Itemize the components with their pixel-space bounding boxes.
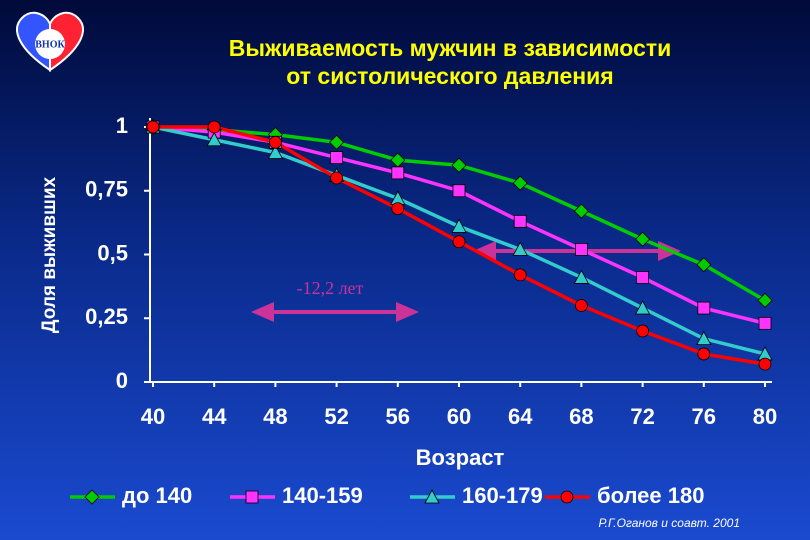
x-tick-label: 80 (753, 404, 777, 429)
marker (636, 324, 649, 338)
marker (391, 202, 405, 216)
marker (206, 131, 222, 147)
marker (512, 175, 528, 191)
marker (757, 292, 773, 308)
marker (575, 299, 588, 312)
annotation: -12,2 лет (297, 278, 364, 298)
x-tick-label: 60 (447, 404, 471, 429)
marker (452, 184, 466, 198)
legend-marker (245, 490, 259, 504)
marker (697, 347, 711, 361)
x-tick-label: 40 (141, 404, 165, 429)
legend-marker (84, 489, 100, 505)
legend-label: 160-179 (462, 483, 543, 508)
marker (697, 301, 711, 315)
marker (513, 268, 527, 282)
legend-label: до 140 (122, 483, 192, 508)
legend-marker (424, 489, 440, 504)
marker (573, 203, 589, 219)
marker (268, 135, 282, 149)
marker (391, 166, 405, 180)
marker (758, 316, 772, 330)
marker (696, 330, 712, 346)
y-tick-label: 1 (116, 113, 128, 138)
chart-title: от систолического давления (286, 63, 613, 89)
marker (451, 157, 467, 173)
marker (575, 242, 588, 256)
legend-label: более 180 (597, 483, 704, 508)
x-tick-label: 52 (324, 404, 348, 429)
marker (634, 300, 651, 315)
x-tick-label: 44 (202, 404, 227, 429)
marker (330, 171, 344, 185)
marker (636, 271, 649, 284)
y-tick-label: 0,5 (97, 240, 128, 265)
marker (267, 144, 284, 159)
logo: ВНОК (16, 11, 84, 72)
marker (758, 357, 772, 371)
y-axis-label: Доля выживших (39, 176, 60, 333)
y-tick-label: 0 (116, 368, 128, 393)
logo-text: ВНОК (35, 39, 65, 50)
x-tick-label: 64 (508, 404, 533, 429)
marker (329, 134, 345, 150)
marker (635, 231, 651, 247)
source: Р.Г.Оганов и соавт. 2001 (598, 516, 740, 530)
chart-title: Выживаемость мужчин в зависимости (229, 35, 671, 61)
marker (146, 120, 160, 134)
x-tick-label: 72 (630, 404, 654, 429)
legend-marker (560, 490, 574, 504)
y-tick-label: 0,75 (85, 177, 128, 202)
marker (451, 218, 467, 233)
marker (330, 151, 344, 165)
x-tick-label: 68 (569, 404, 593, 429)
x-tick-label: 76 (692, 404, 716, 429)
marker (696, 257, 712, 273)
x-axis-label: Возраст (416, 445, 505, 470)
marker (513, 214, 527, 228)
marker (573, 269, 590, 284)
marker (207, 120, 221, 134)
x-tick-label: 56 (386, 404, 410, 429)
marker (512, 241, 528, 256)
marker (452, 235, 466, 249)
y-tick-label: 0,25 (85, 304, 128, 329)
x-tick-label: 48 (263, 404, 287, 429)
legend-label: 140-159 (282, 483, 363, 508)
